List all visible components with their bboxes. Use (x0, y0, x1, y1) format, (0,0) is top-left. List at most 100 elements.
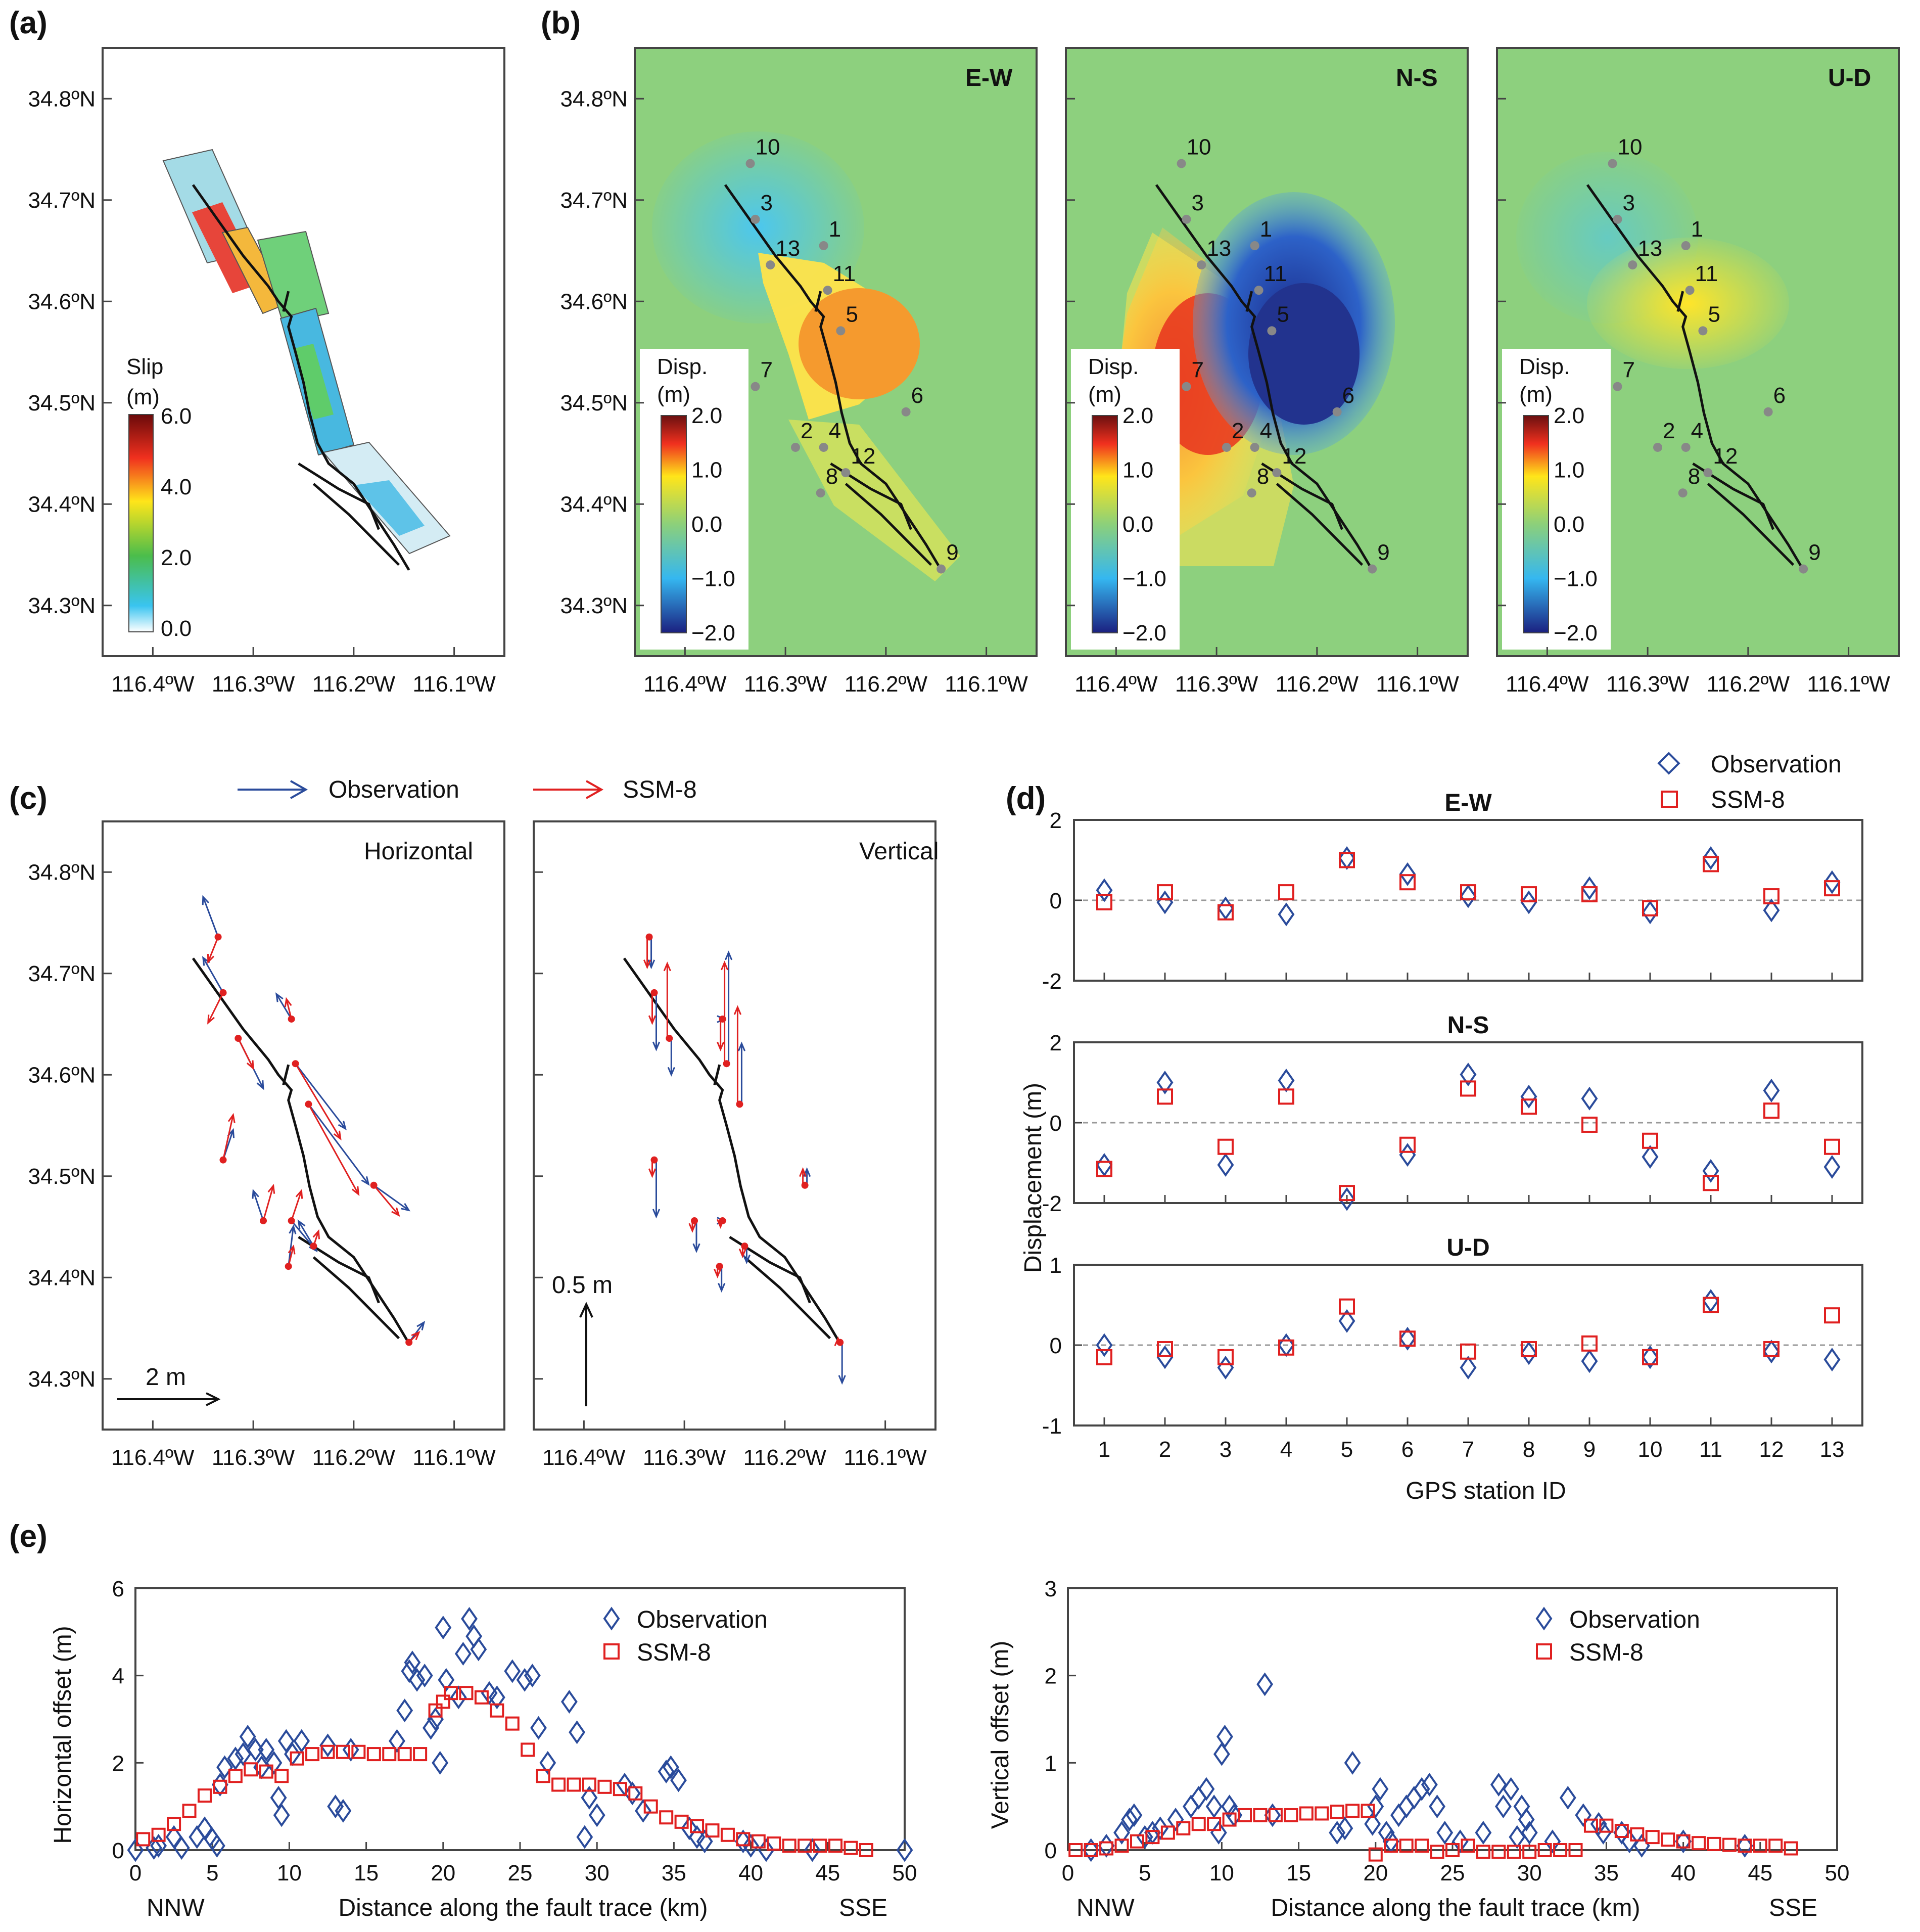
gps-station-label: 9 (1808, 540, 1820, 565)
fault-trace-segment (298, 1235, 380, 1304)
e-nnw-horizontal: NNW (147, 1895, 205, 1921)
observation-point (1406, 1785, 1423, 1810)
model-point (1384, 1838, 1398, 1853)
observation-point (265, 1751, 283, 1775)
disp-colorbar-ud (1523, 415, 1549, 633)
legend-observation-label: Observation (637, 1606, 768, 1633)
model-point (1824, 880, 1840, 897)
vertical-obs-vector-head (742, 1254, 751, 1264)
legend-observation-label: Observation (1569, 1606, 1700, 1633)
panel-label-d: (d) (1006, 781, 1046, 816)
model-point (1692, 1836, 1706, 1851)
observation-point (1136, 1825, 1153, 1849)
gps-station-label: 1 (829, 217, 841, 242)
gps-station-marker (816, 488, 825, 498)
horizontal-obs-vector (275, 993, 292, 1020)
gps-station-marker (1177, 159, 1186, 168)
model-point (382, 1747, 397, 1762)
gps-station-marker (1267, 326, 1277, 336)
observation-point (662, 1755, 679, 1779)
observation-point (470, 1637, 487, 1662)
fault-trace-segment (1155, 184, 1374, 571)
observation-point (401, 1659, 418, 1683)
model-point (1460, 884, 1476, 901)
map-lon-label: 116.4ºW (1074, 672, 1158, 697)
vertical-obs-vector-head (652, 1209, 661, 1219)
observation-point (227, 1746, 244, 1771)
map-lon-label: 116.3ºW (744, 672, 827, 697)
legend-marker-observation-d (1657, 752, 1680, 775)
map-lat-label: 34.4ºN (28, 492, 96, 517)
y-tick-label: 4 (112, 1664, 124, 1689)
vertical-model-vector-head (738, 1248, 746, 1258)
disp-colorbar-tick: 2.0 (691, 403, 722, 428)
map-lat-label: 34.3ºN (28, 593, 96, 618)
observation-point (1642, 900, 1659, 925)
model-point (751, 1834, 766, 1849)
disp-colorbar-tick: 1.0 (1122, 458, 1153, 483)
observation-point (1595, 1820, 1612, 1845)
observation-point (1399, 1143, 1416, 1167)
observation-point (1520, 1341, 1537, 1365)
model-point (1217, 1349, 1234, 1365)
horizontal-obs-vector-head (297, 1219, 306, 1229)
y-tick-label: 2 (1050, 1031, 1062, 1055)
gps-station-marker (1613, 382, 1622, 391)
model-point (1368, 1847, 1383, 1862)
model-point (628, 1786, 643, 1801)
gps-station-label: 8 (826, 464, 838, 489)
model-point (351, 1744, 366, 1759)
vertical-model-vector-head (714, 1268, 722, 1279)
model-point (1399, 1838, 1414, 1853)
observation-point (681, 1816, 698, 1841)
slip-segment-5b (354, 480, 425, 536)
observation-point (1126, 1803, 1143, 1827)
map-lat-label: 34.5ºN (560, 391, 628, 416)
map-lon-label: 116.2ºW (1276, 672, 1359, 697)
observation-point (1823, 870, 1841, 894)
model-point (1278, 884, 1294, 901)
observation-point (804, 1838, 821, 1862)
horizontal-obs-vector-head (400, 1203, 411, 1212)
horizontal-station-dot (305, 1100, 312, 1108)
vertical-station-dot (645, 933, 653, 941)
observation-point (1520, 1084, 1537, 1109)
model-point (1521, 1098, 1537, 1115)
model-point (1553, 1843, 1568, 1857)
disp-colorbar-ticks-ud: 2.0 1.0 0.0 −1.0 −2.0 (1554, 403, 1598, 646)
observation-point (635, 1799, 651, 1823)
y-tick-label: 0 (1045, 1838, 1057, 1863)
x-tick-label: 6 (1401, 1437, 1414, 1462)
e-nnw-vertical: NNW (1076, 1895, 1135, 1921)
x-tick-label: 40 (738, 1861, 763, 1885)
fault-trace-segment (1261, 462, 1343, 530)
observation-point (1451, 1829, 1469, 1854)
gps-station-label: 7 (1623, 358, 1635, 383)
gps-station-marker (1653, 442, 1662, 452)
x-tick-label: 20 (1363, 1861, 1388, 1885)
y-tick-label: 2 (1045, 1664, 1057, 1689)
legend-marker-model (1536, 1643, 1552, 1660)
observation-point (408, 1668, 426, 1692)
gps-station-label: 1 (1691, 217, 1703, 242)
vertical-station-dot (736, 1100, 743, 1108)
x-tick-label: 5 (1139, 1861, 1151, 1885)
gps-station-label: 13 (1637, 236, 1662, 261)
map-lat-label: 34.5ºN (28, 1164, 96, 1189)
fault-trace-segment (845, 483, 932, 566)
panel-d: Observation SSM-8 E-W -2 0 2 N-S -2 0 2 U-D -1 0… (1020, 751, 1863, 1504)
horizontal-model-vector-head (391, 1207, 400, 1217)
horizontal-station-dot (214, 933, 222, 941)
horizontal-model-vector-head (267, 1183, 275, 1194)
ew-orange-core (799, 288, 920, 399)
d-ylabel: Displacement (m) (1020, 1083, 1047, 1273)
gps-station-marker (819, 241, 828, 250)
observation-point (1513, 1795, 1530, 1819)
observation-point (1217, 1153, 1234, 1177)
observation-point (284, 1742, 301, 1766)
e-ylabel-vertical: Vertical offset (m) (987, 1641, 1014, 1829)
horizontal-obs-vector (298, 1220, 314, 1247)
observation-point (670, 1768, 687, 1792)
model-point (1568, 1843, 1583, 1857)
